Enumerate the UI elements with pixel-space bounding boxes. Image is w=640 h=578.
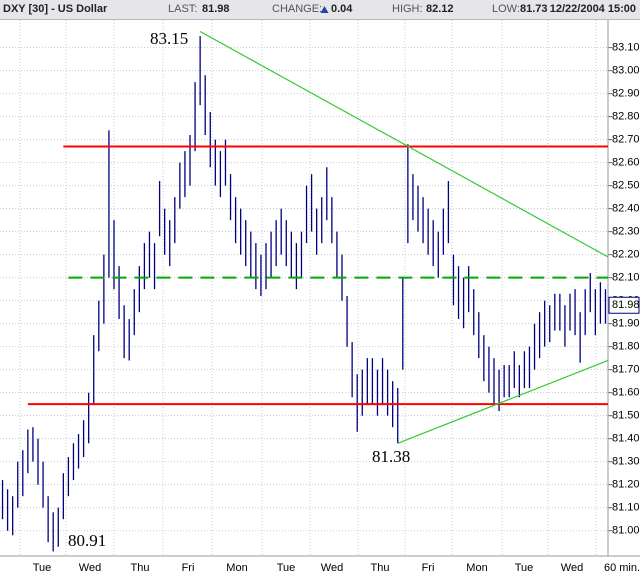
datetime: 12/22/2004 15:00 [549, 3, 636, 15]
annotation: 81.38 [372, 447, 410, 466]
last-price-box [608, 296, 640, 314]
change-value: 0.04 [331, 3, 353, 15]
header: DXY [30] - US Dollar LAST: 81.98 CHANGE:… [0, 0, 640, 20]
y-tick-label: 82.90 [612, 88, 640, 100]
low-value: 81.73 [520, 3, 548, 15]
trend-line [199, 30, 609, 258]
y-tick-label: 83.00 [612, 65, 640, 77]
annotation: 83.15 [150, 29, 188, 48]
x-tick-label: Mon [466, 562, 487, 574]
trend-lines [27, 30, 609, 444]
x-tick-label: Tue [277, 562, 296, 574]
x-tick-label: Tue [515, 562, 534, 574]
x-tick-label: Wed [561, 562, 583, 574]
y-tick-label: 81.10 [612, 502, 640, 514]
last-price-label: 81.98 [612, 299, 640, 311]
y-tick-label: 82.10 [612, 272, 640, 284]
up-arrow-icon [320, 6, 329, 13]
chart: Tue Wed Thu Fri Mon Tue Wed Thu Fri Mon Tue Wed 60 m… [0, 20, 640, 574]
y-tick-label: 81.70 [612, 364, 640, 376]
y-tick-label: 81.20 [612, 479, 640, 491]
high-label: HIGH: [392, 3, 423, 15]
high-value: 82.12 [426, 3, 454, 15]
y-tick-label: 81.40 [612, 433, 640, 445]
y-tick-label: 81.60 [612, 387, 640, 399]
y-tick-label: 81.00 [612, 525, 640, 537]
y-tick-label: 81.30 [612, 456, 640, 468]
trend-line [397, 359, 609, 444]
x-tick-label: Tue [33, 562, 52, 574]
y-tick-label: 81.80 [612, 341, 640, 353]
x-tick-label: Wed [79, 562, 101, 574]
y-tick-label: 82.60 [612, 157, 640, 169]
y-tick-label: 82.70 [612, 134, 640, 146]
annotation: 80.91 [68, 531, 106, 550]
x-tick-label: Thu [131, 562, 150, 574]
y-tick-label: 82.50 [612, 180, 640, 192]
y-tick-label: 82.30 [612, 226, 640, 238]
y-tick-label: 82.40 [612, 203, 640, 215]
y-tick-label: 83.10 [612, 42, 640, 54]
y-tick-label: 82.20 [612, 249, 640, 261]
x-tick-label: Wed [321, 562, 343, 574]
interval-label: 60 min. [604, 562, 640, 574]
y-tick-label: 81.90 [612, 318, 640, 330]
last-label: LAST: [168, 3, 198, 15]
x-tick-label: Thu [371, 562, 390, 574]
y-tick-label: 82.80 [612, 111, 640, 123]
x-tick-label: Mon [226, 562, 247, 574]
x-tick-label: Fri [422, 562, 435, 574]
change-label: CHANGE: [272, 3, 323, 15]
y-tick-label: 81.50 [612, 410, 640, 422]
last-value: 81.98 [202, 3, 230, 15]
low-label: LOW: [492, 3, 520, 15]
symbol: DXY [30] - US Dollar [3, 3, 108, 15]
x-tick-label: Fri [182, 562, 195, 574]
